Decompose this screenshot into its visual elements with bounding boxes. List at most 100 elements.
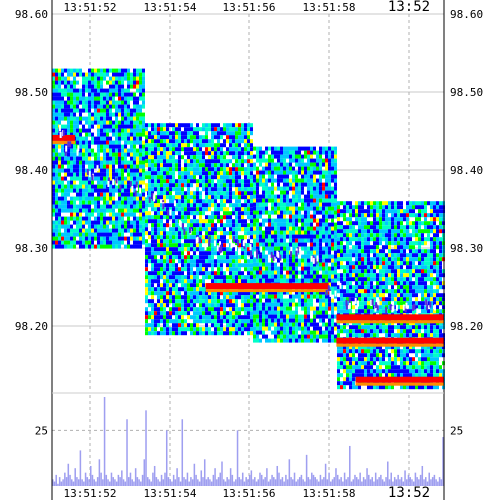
depth-cell	[184, 215, 187, 219]
depth-cell	[370, 385, 373, 389]
depth-cell	[274, 231, 277, 235]
depth-cell	[238, 131, 241, 135]
depth-cell	[142, 229, 145, 233]
depth-cell	[184, 179, 187, 183]
depth-cell	[184, 263, 187, 267]
depth-cell	[199, 191, 202, 195]
depth-cell	[253, 231, 256, 235]
depth-cell	[160, 127, 163, 131]
depth-cell	[79, 73, 82, 77]
depth-cell	[121, 197, 124, 201]
depth-cell	[163, 303, 166, 307]
depth-cell	[301, 267, 304, 271]
depth-cell	[67, 117, 70, 121]
depth-cell	[382, 249, 385, 253]
depth-cell	[316, 151, 319, 155]
depth-cell	[193, 303, 196, 307]
depth-cell	[250, 127, 253, 131]
depth-cell	[364, 289, 367, 293]
depth-cell	[262, 319, 265, 323]
depth-cell	[61, 157, 64, 161]
depth-cell	[103, 221, 106, 225]
depth-cell	[73, 97, 76, 101]
depth-cell	[241, 183, 244, 187]
depth-cell	[358, 205, 361, 209]
depth-cell	[301, 215, 304, 219]
depth-cell	[85, 85, 88, 89]
depth-cell	[133, 245, 136, 249]
depth-cell	[148, 159, 151, 163]
depth-cell	[247, 151, 250, 155]
depth-cell	[358, 293, 361, 297]
depth-cell	[262, 275, 265, 279]
depth-cell	[97, 93, 100, 97]
depth-cell	[103, 73, 106, 77]
depth-cell	[298, 179, 301, 183]
depth-cell	[283, 191, 286, 195]
depth-cell	[214, 171, 217, 175]
depth-cell	[73, 201, 76, 205]
depth-cell	[274, 307, 277, 311]
depth-cell	[235, 319, 238, 323]
depth-cell	[319, 335, 322, 339]
depth-cell	[274, 339, 277, 343]
depth-cell	[235, 207, 238, 211]
depth-cell	[226, 315, 229, 319]
depth-cell	[262, 255, 265, 259]
depth-cell	[142, 241, 145, 245]
depth-cell	[154, 267, 157, 271]
depth-cell	[256, 231, 259, 235]
depth-cell	[91, 125, 94, 129]
depth-cell	[310, 203, 313, 207]
depth-cell	[67, 205, 70, 209]
depth-cell	[142, 237, 145, 241]
depth-cell	[283, 323, 286, 327]
depth-cell	[55, 161, 58, 165]
depth-cell	[307, 239, 310, 243]
depth-cell	[136, 197, 139, 201]
depth-cell	[292, 255, 295, 259]
depth-cell	[109, 81, 112, 85]
depth-cell	[205, 191, 208, 195]
depth-cell	[292, 215, 295, 219]
depth-cell	[178, 175, 181, 179]
depth-cell	[85, 117, 88, 121]
depth-cell	[145, 323, 148, 327]
depth-cell	[274, 163, 277, 167]
depth-cell	[313, 247, 316, 251]
depth-cell	[139, 197, 142, 201]
depth-cell	[259, 199, 262, 203]
depth-cell	[187, 207, 190, 211]
depth-cell	[229, 223, 232, 227]
depth-cell	[154, 319, 157, 323]
depth-cell	[265, 195, 268, 199]
depth-cell	[88, 105, 91, 109]
depth-cell	[310, 175, 313, 179]
depth-cell	[316, 339, 319, 343]
depth-cell	[328, 163, 331, 167]
depth-cell	[151, 147, 154, 151]
depth-cell	[232, 203, 235, 207]
depth-cell	[250, 151, 253, 155]
depth-cell	[196, 243, 199, 247]
depth-cell	[283, 251, 286, 255]
depth-cell	[166, 135, 169, 139]
depth-cell	[370, 273, 373, 277]
depth-cell	[241, 275, 244, 279]
depth-cell	[292, 195, 295, 199]
depth-cell	[379, 205, 382, 209]
depth-cell	[139, 145, 142, 149]
depth-cell	[328, 307, 331, 311]
depth-cell	[256, 239, 259, 243]
depth-cell	[208, 127, 211, 131]
depth-cell	[304, 339, 307, 343]
depth-cell	[160, 179, 163, 183]
depth-cell	[124, 121, 127, 125]
depth-cell	[193, 143, 196, 147]
depth-cell	[361, 213, 364, 217]
depth-cell	[298, 231, 301, 235]
depth-cell	[157, 287, 160, 291]
depth-cell	[361, 205, 364, 209]
depth-cell	[247, 267, 250, 271]
